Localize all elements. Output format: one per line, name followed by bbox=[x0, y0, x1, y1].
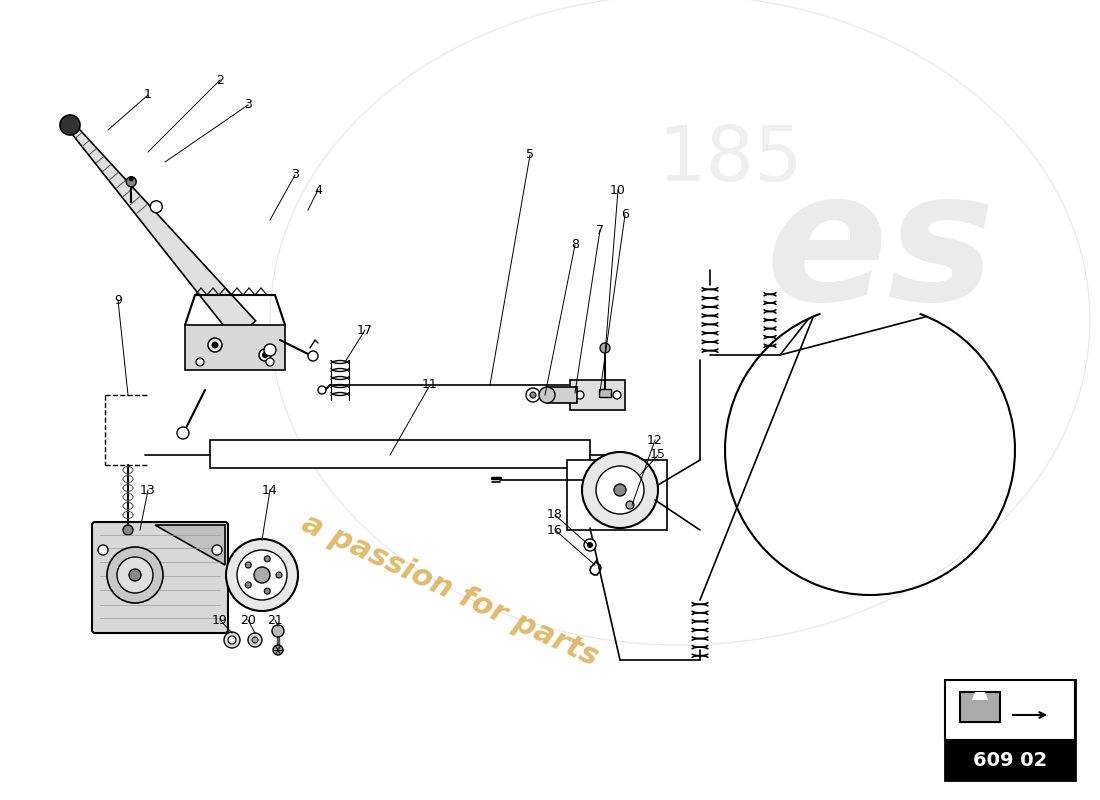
Circle shape bbox=[254, 567, 270, 583]
Circle shape bbox=[107, 547, 163, 603]
Circle shape bbox=[582, 452, 658, 528]
Text: 10: 10 bbox=[610, 183, 626, 197]
Circle shape bbox=[129, 569, 141, 581]
Bar bbox=[600, 389, 610, 397]
Circle shape bbox=[263, 353, 267, 358]
Text: 2: 2 bbox=[216, 74, 224, 86]
Text: es: es bbox=[766, 162, 994, 338]
Circle shape bbox=[228, 636, 236, 644]
Text: 17: 17 bbox=[358, 323, 373, 337]
Text: 7: 7 bbox=[596, 223, 604, 237]
Circle shape bbox=[226, 539, 298, 611]
Circle shape bbox=[272, 625, 284, 637]
Polygon shape bbox=[67, 122, 255, 339]
Circle shape bbox=[596, 466, 644, 514]
Circle shape bbox=[224, 632, 240, 648]
Text: 16: 16 bbox=[547, 523, 563, 537]
Circle shape bbox=[196, 358, 204, 366]
Text: 3: 3 bbox=[292, 169, 299, 182]
Circle shape bbox=[264, 556, 271, 562]
Circle shape bbox=[248, 633, 262, 647]
Circle shape bbox=[308, 351, 318, 361]
Circle shape bbox=[245, 562, 251, 568]
Circle shape bbox=[252, 637, 258, 643]
Circle shape bbox=[98, 545, 108, 555]
Circle shape bbox=[626, 501, 634, 509]
Text: 15: 15 bbox=[650, 449, 666, 462]
Text: 9: 9 bbox=[114, 294, 122, 306]
Circle shape bbox=[264, 344, 276, 356]
Circle shape bbox=[151, 201, 163, 213]
Bar bbox=[547, 387, 578, 403]
Text: 14: 14 bbox=[262, 483, 278, 497]
Bar bbox=[945, 680, 1075, 780]
Text: 4: 4 bbox=[315, 183, 322, 197]
Polygon shape bbox=[972, 692, 988, 700]
Text: 3: 3 bbox=[244, 98, 252, 111]
Circle shape bbox=[539, 387, 556, 403]
Circle shape bbox=[576, 391, 584, 399]
Circle shape bbox=[212, 545, 222, 555]
Text: 185: 185 bbox=[657, 123, 803, 197]
Text: 11: 11 bbox=[422, 378, 438, 391]
Circle shape bbox=[587, 542, 593, 547]
Circle shape bbox=[584, 539, 596, 551]
Circle shape bbox=[208, 338, 222, 352]
Bar bbox=[945, 680, 1075, 740]
Circle shape bbox=[530, 392, 536, 398]
Circle shape bbox=[318, 386, 326, 394]
Text: 12: 12 bbox=[647, 434, 663, 446]
Bar bbox=[960, 692, 1000, 722]
Circle shape bbox=[600, 343, 610, 353]
Circle shape bbox=[266, 358, 274, 366]
Bar bbox=[210, 440, 590, 468]
Circle shape bbox=[60, 115, 80, 135]
Text: 6: 6 bbox=[621, 209, 629, 222]
Bar bbox=[566, 460, 667, 530]
Circle shape bbox=[614, 484, 626, 496]
Circle shape bbox=[264, 588, 271, 594]
Circle shape bbox=[177, 427, 189, 439]
Circle shape bbox=[130, 177, 133, 181]
FancyBboxPatch shape bbox=[92, 522, 228, 633]
Bar bbox=[185, 325, 285, 370]
Circle shape bbox=[236, 550, 287, 600]
Text: 5: 5 bbox=[526, 149, 534, 162]
Text: 1: 1 bbox=[144, 89, 152, 102]
Text: 8: 8 bbox=[571, 238, 579, 251]
Circle shape bbox=[273, 645, 283, 655]
Circle shape bbox=[526, 388, 540, 402]
Circle shape bbox=[276, 572, 282, 578]
Polygon shape bbox=[155, 525, 226, 565]
Circle shape bbox=[245, 582, 251, 588]
Text: 18: 18 bbox=[547, 509, 563, 522]
Text: 21: 21 bbox=[267, 614, 283, 626]
Bar bbox=[570, 380, 625, 410]
Circle shape bbox=[613, 391, 621, 399]
Text: 20: 20 bbox=[240, 614, 256, 626]
Circle shape bbox=[117, 557, 153, 593]
Text: 19: 19 bbox=[212, 614, 228, 626]
Text: 609 02: 609 02 bbox=[972, 750, 1047, 770]
Circle shape bbox=[123, 525, 133, 535]
Text: a passion for parts: a passion for parts bbox=[297, 508, 603, 672]
Circle shape bbox=[126, 177, 136, 186]
Bar bbox=[945, 740, 1075, 780]
Circle shape bbox=[258, 349, 271, 361]
Text: 13: 13 bbox=[140, 483, 156, 497]
Circle shape bbox=[212, 342, 218, 348]
